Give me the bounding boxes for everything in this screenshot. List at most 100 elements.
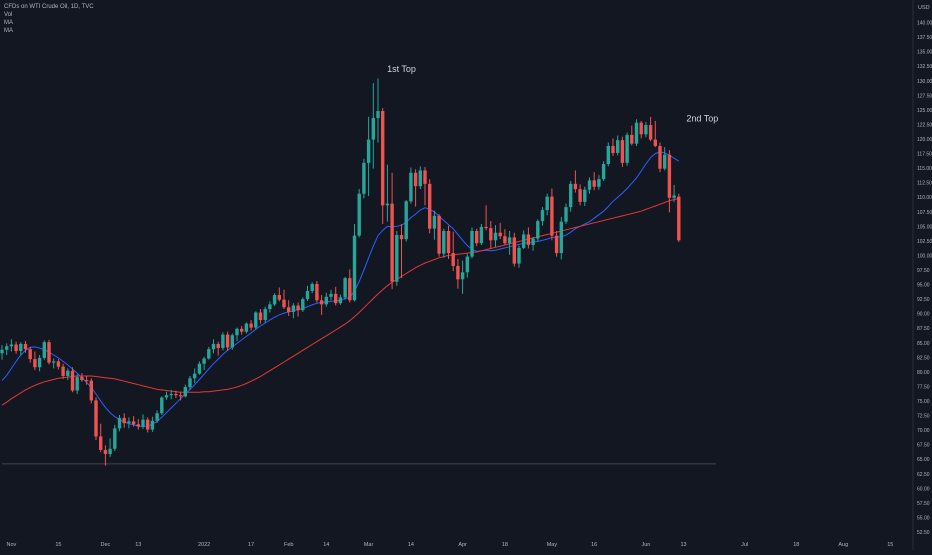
candle[interactable] (178, 391, 183, 401)
candle[interactable] (531, 236, 535, 251)
candle[interactable] (23, 341, 28, 353)
candle[interactable] (503, 229, 507, 245)
candle[interactable] (244, 322, 249, 334)
candle[interactable] (315, 281, 319, 303)
candle[interactable] (169, 389, 173, 400)
candle[interactable] (644, 122, 648, 138)
candle[interactable] (14, 341, 18, 354)
candle[interactable] (385, 164, 390, 222)
candle[interactable] (554, 230, 559, 257)
candle[interactable] (357, 189, 361, 238)
candle[interactable] (428, 179, 432, 234)
candle[interactable] (52, 358, 56, 369)
candle[interactable] (390, 172, 394, 290)
candle[interactable] (423, 166, 427, 206)
candle[interactable] (202, 356, 206, 371)
candle[interactable] (634, 119, 639, 146)
candle[interactable] (517, 245, 521, 268)
candle[interactable] (103, 445, 108, 466)
candle[interactable] (352, 224, 357, 302)
symbol-title[interactable]: CFDs on WTI Crude Oil, 1D, TVC (4, 4, 94, 10)
candle[interactable] (526, 227, 531, 249)
candle[interactable] (61, 363, 65, 379)
ma-indicator-label[interactable]: MA (4, 28, 13, 34)
candle[interactable] (197, 361, 202, 375)
candle[interactable] (446, 225, 451, 259)
candle[interactable] (221, 332, 225, 351)
candle[interactable] (620, 136, 625, 167)
candle[interactable] (75, 374, 79, 395)
candle[interactable] (592, 172, 596, 191)
candle[interactable] (677, 193, 681, 243)
candle[interactable] (272, 293, 277, 307)
candle[interactable] (559, 217, 563, 260)
candle[interactable] (493, 225, 498, 248)
annotation-label[interactable]: 2nd Top (686, 114, 718, 124)
candle[interactable] (258, 309, 263, 324)
candle[interactable] (601, 161, 606, 181)
candle[interactable] (442, 228, 446, 258)
candle[interactable] (263, 306, 267, 323)
candle[interactable] (540, 207, 545, 226)
candle[interactable] (667, 150, 672, 213)
candle[interactable] (207, 346, 211, 360)
candle[interactable] (625, 132, 629, 166)
candle[interactable] (475, 228, 479, 247)
candle[interactable] (451, 231, 455, 272)
candle[interactable] (216, 341, 220, 356)
candle[interactable] (404, 200, 408, 242)
candle[interactable] (545, 193, 549, 216)
candle[interactable] (479, 224, 484, 245)
candle[interactable] (343, 276, 347, 300)
candle[interactable] (489, 221, 493, 249)
candle[interactable] (550, 188, 554, 241)
candle[interactable] (663, 147, 667, 171)
candle[interactable] (324, 292, 328, 307)
candle[interactable] (19, 342, 23, 356)
ma-line-slow[interactable] (1, 197, 679, 406)
candle[interactable] (371, 83, 375, 169)
candle[interactable] (334, 286, 338, 306)
candle[interactable] (362, 158, 366, 199)
candle[interactable] (409, 167, 413, 204)
candle[interactable] (70, 367, 75, 393)
candle[interactable] (282, 289, 286, 310)
candle[interactable] (9, 339, 14, 352)
candle[interactable] (113, 424, 117, 452)
candle[interactable] (498, 222, 502, 240)
candle[interactable] (564, 203, 568, 225)
candle[interactable] (183, 384, 187, 398)
candle[interactable] (33, 351, 37, 371)
candle[interactable] (287, 300, 291, 316)
candle[interactable] (573, 170, 578, 193)
candle[interactable] (127, 417, 131, 429)
candle[interactable] (616, 135, 620, 156)
candle[interactable] (160, 396, 164, 415)
candle[interactable] (211, 339, 216, 354)
candle[interactable] (310, 282, 314, 294)
candle[interactable] (569, 180, 573, 212)
candle[interactable] (460, 260, 465, 294)
candle[interactable] (56, 359, 61, 370)
candle[interactable] (456, 258, 460, 289)
candle[interactable] (80, 373, 84, 382)
candle[interactable] (94, 397, 98, 441)
candle[interactable] (254, 311, 258, 330)
volume-indicator-label[interactable]: Vol (4, 12, 13, 18)
candle[interactable] (249, 320, 253, 331)
candle[interactable] (0, 345, 4, 360)
candle[interactable] (301, 297, 305, 312)
candle[interactable] (470, 227, 474, 259)
candle[interactable] (108, 438, 112, 457)
candle[interactable] (37, 355, 42, 372)
ma-indicator-label[interactable]: MA (4, 20, 13, 26)
candle[interactable] (329, 289, 333, 301)
candle[interactable] (338, 294, 343, 305)
annotation-label[interactable]: 1st Top (387, 64, 416, 74)
candle[interactable] (583, 186, 587, 206)
candle[interactable] (648, 116, 653, 142)
candle[interactable] (131, 416, 136, 427)
candle[interactable] (399, 224, 404, 279)
